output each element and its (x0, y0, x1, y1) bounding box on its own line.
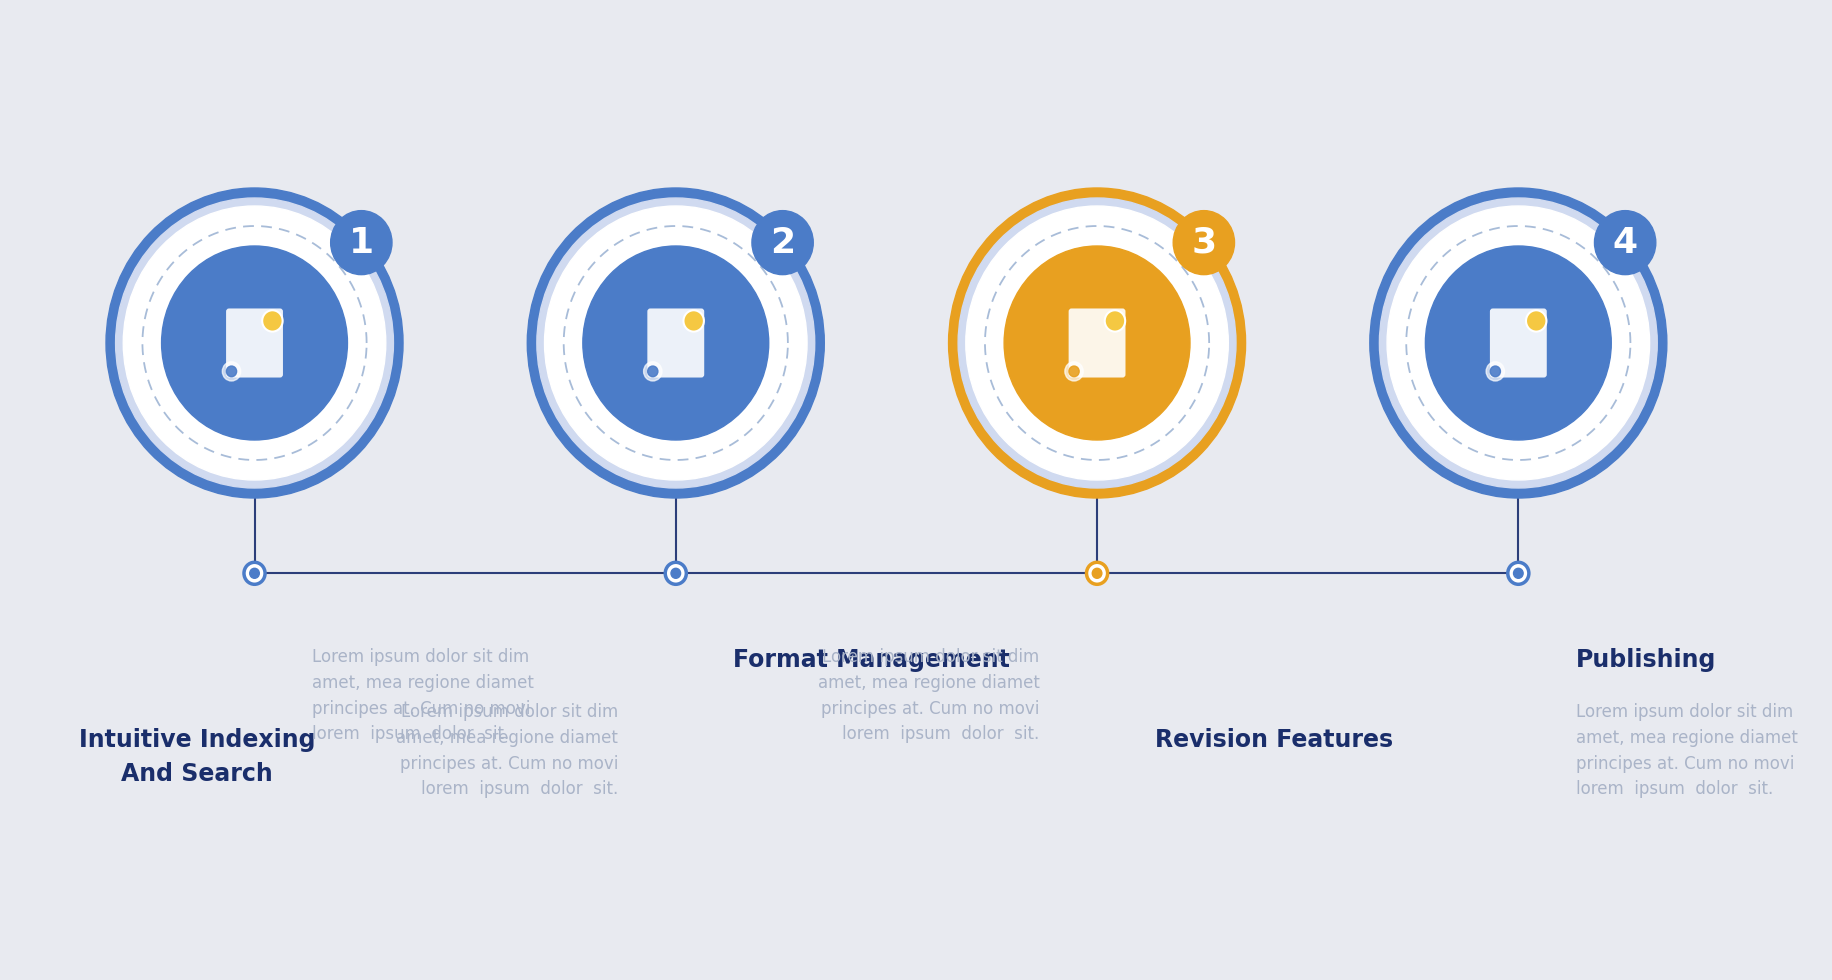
Circle shape (244, 563, 266, 584)
Text: 1: 1 (348, 225, 374, 260)
Text: 2: 2 (769, 225, 795, 260)
Text: Lorem ipsum dolor sit dim
amet, mea regione diamet
principes at. Cum no movi
lor: Lorem ipsum dolor sit dim amet, mea regi… (311, 649, 533, 744)
Circle shape (583, 246, 769, 440)
Circle shape (751, 211, 813, 274)
Text: Lorem ipsum dolor sit dim
amet, mea regione diamet
principes at. Cum no movi
lor: Lorem ipsum dolor sit dim amet, mea regi… (1576, 704, 1797, 799)
Circle shape (1379, 198, 1658, 488)
Text: Format Management: Format Management (733, 649, 1009, 672)
Circle shape (671, 568, 680, 578)
Circle shape (1105, 311, 1125, 331)
Polygon shape (348, 230, 372, 256)
Polygon shape (1612, 230, 1636, 256)
FancyBboxPatch shape (1489, 309, 1546, 377)
Circle shape (262, 311, 282, 331)
Circle shape (649, 367, 658, 376)
Circle shape (222, 362, 240, 381)
Circle shape (161, 246, 348, 440)
Circle shape (1092, 568, 1101, 578)
Polygon shape (769, 230, 793, 256)
Text: Intuitive Indexing
And Search: Intuitive Indexing And Search (79, 728, 315, 786)
Circle shape (330, 211, 392, 274)
Circle shape (1513, 568, 1522, 578)
Circle shape (544, 206, 808, 480)
Circle shape (1594, 211, 1656, 274)
Circle shape (1387, 206, 1649, 480)
Text: 4: 4 (1612, 225, 1638, 260)
Circle shape (123, 206, 387, 480)
Circle shape (1172, 211, 1235, 274)
Text: Lorem ipsum dolor sit dim
amet, mea regione diamet
principes at. Cum no movi
lor: Lorem ipsum dolor sit dim amet, mea regi… (817, 649, 1039, 744)
Circle shape (949, 188, 1246, 498)
Circle shape (1486, 362, 1504, 381)
Circle shape (1068, 367, 1079, 376)
Text: Revision Features: Revision Features (1154, 728, 1392, 753)
Circle shape (1489, 367, 1500, 376)
Text: Lorem ipsum dolor sit dim
amet, mea regione diamet
principes at. Cum no movi
lor: Lorem ipsum dolor sit dim amet, mea regi… (396, 704, 619, 799)
Text: 3: 3 (1191, 225, 1216, 260)
Circle shape (683, 311, 703, 331)
Circle shape (249, 568, 260, 578)
Circle shape (528, 188, 824, 498)
Circle shape (1508, 563, 1530, 584)
FancyBboxPatch shape (1068, 309, 1125, 377)
Circle shape (1064, 362, 1083, 381)
Circle shape (1425, 246, 1612, 440)
Text: Publishing: Publishing (1576, 649, 1717, 672)
Circle shape (1086, 563, 1108, 584)
Circle shape (965, 206, 1227, 480)
Circle shape (958, 198, 1237, 488)
Circle shape (227, 367, 236, 376)
Circle shape (537, 198, 815, 488)
Circle shape (643, 362, 661, 381)
Circle shape (1526, 311, 1546, 331)
FancyBboxPatch shape (647, 309, 703, 377)
Circle shape (665, 563, 687, 584)
FancyBboxPatch shape (225, 309, 282, 377)
Circle shape (1004, 246, 1191, 440)
Circle shape (106, 188, 403, 498)
Circle shape (115, 198, 394, 488)
Polygon shape (1191, 230, 1215, 256)
Circle shape (1370, 188, 1667, 498)
